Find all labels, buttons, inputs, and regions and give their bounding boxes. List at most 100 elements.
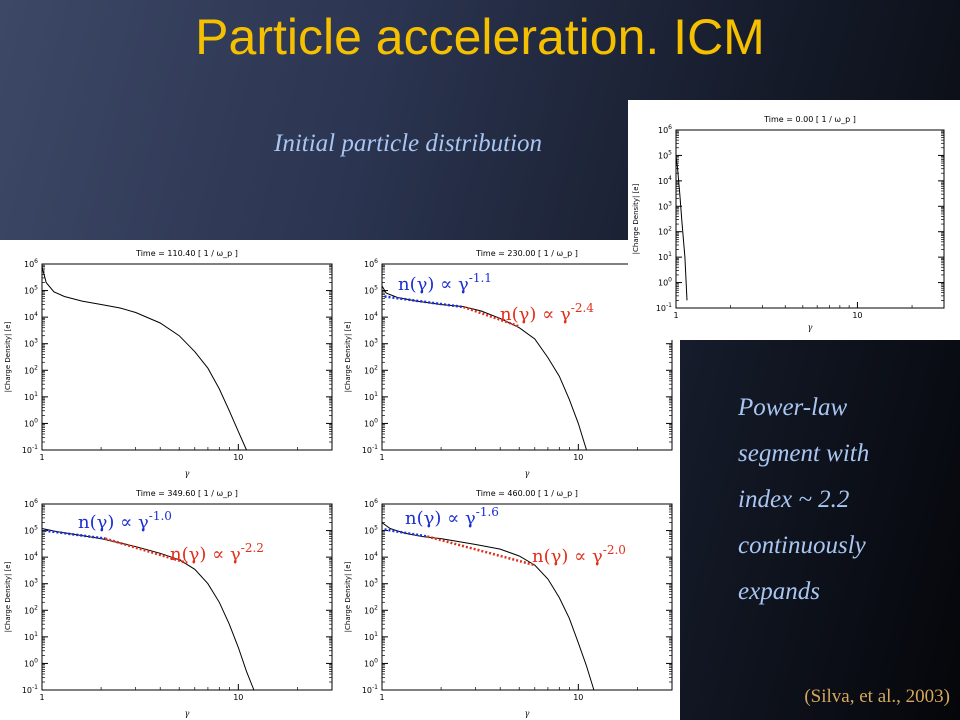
y-tick-label: 103 [364, 578, 378, 589]
plot-panel-t460: Time = 460.00 [ 1 / ω_p ] 10-1 100 101 102 10… [340, 480, 680, 720]
chart-title: Time = 110.40 [ 1 / ω_p ] [135, 249, 238, 258]
y-tick-label: 102 [364, 364, 378, 375]
plot-panel-t110: Time = 110.40 [ 1 / ω_p ] 10-1 100 101 102 10… [0, 240, 340, 480]
y-axis-label: |Charge Density| [e] [4, 321, 12, 392]
x-tick-label: 10 [233, 693, 243, 702]
y-tick-label: 102 [364, 604, 378, 615]
fit-line-high [426, 535, 536, 567]
caption-line: continuously [738, 532, 866, 559]
y-tick-label: 105 [24, 285, 38, 296]
y-axis-label: |Charge Density| [e] [632, 183, 640, 254]
y-tick-label: 106 [24, 498, 38, 509]
y-tick-label: 106 [364, 498, 378, 509]
y-tick-label: 10-1 [656, 302, 672, 313]
fit-label-low: n(γ) ∝ γ-1.6 [405, 505, 499, 529]
x-tick-label: 10 [233, 453, 243, 462]
fit-label-low: n(γ) ∝ γ-1.1 [398, 271, 492, 295]
x-tick-label: 1 [39, 453, 44, 462]
plot-frame [41, 503, 333, 691]
slide-title: Particle acceleration. ICM [195, 9, 765, 65]
y-tick-label: 101 [24, 631, 38, 642]
caption-line: Power-law [738, 394, 848, 421]
plot-panel-t349: Time = 349.60 [ 1 / ω_p ] 10-1 100 101 102 10… [0, 480, 340, 720]
chart-title: Time = 460.00 [ 1 / ω_p ] [475, 489, 578, 498]
y-tick-label: 100 [24, 657, 38, 668]
series-line [675, 155, 688, 301]
y-tick-label: 104 [364, 311, 378, 322]
y-tick-label: 10-1 [362, 444, 378, 455]
x-axis-label: γ [525, 709, 530, 718]
chart-title: Time = 0.00 [ 1 / ω_p ] [763, 115, 856, 124]
chart-title: Time = 230.00 [ 1 / ω_p ] [475, 249, 578, 258]
y-tick-label: 105 [24, 525, 38, 536]
y-tick-label: 101 [364, 631, 378, 642]
caption-line: segment with [738, 440, 870, 467]
y-tick-label: 104 [24, 551, 38, 562]
fit-label-low: n(γ) ∝ γ-1.0 [78, 509, 172, 533]
caption-powerlaw: Power-law segment with index ~ 2.2 conti… [738, 385, 869, 615]
y-tick-label: 103 [24, 338, 38, 349]
chart-t110: Time = 110.40 [ 1 / ω_p ]10-110010110210… [4, 249, 333, 478]
y-tick-label: 10-1 [22, 684, 38, 695]
series-line [381, 522, 595, 691]
y-tick-label: 102 [24, 604, 38, 615]
y-tick-label: 10-1 [362, 684, 378, 695]
y-tick-label: 100 [24, 417, 38, 428]
x-tick-label: 10 [573, 453, 583, 462]
fit-line-high [463, 305, 520, 328]
y-tick-label: 102 [24, 364, 38, 375]
plot-frame [381, 503, 673, 691]
chart-initial: Time = 0.00 [ 1 / ω_p ]10-11001011021031… [632, 115, 945, 332]
series-line [381, 285, 587, 451]
y-tick-label: 104 [364, 551, 378, 562]
y-tick-label: 102 [658, 226, 672, 237]
y-axis-label: |Charge Density| [e] [344, 321, 352, 392]
y-tick-label: 106 [658, 124, 672, 135]
x-tick-label: 1 [379, 693, 384, 702]
plot-frame [41, 263, 333, 451]
x-tick-label: 10 [573, 693, 583, 702]
y-tick-label: 103 [364, 338, 378, 349]
x-axis-label: γ [808, 323, 813, 332]
caption-line: expands [738, 578, 820, 605]
y-tick-label: 103 [658, 200, 672, 211]
fit-label-high: n(γ) ∝ γ-2.0 [532, 543, 626, 567]
plot-frame [381, 263, 673, 451]
y-tick-label: 104 [658, 175, 672, 186]
y-tick-label: 101 [364, 391, 378, 402]
y-tick-label: 100 [364, 417, 378, 428]
inset-plot-initial: Time = 0.00 [ 1 / ω_p ] 10-1 100 101 102 103 1… [628, 100, 960, 340]
x-tick-label: 1 [673, 311, 678, 320]
y-tick-label: 105 [364, 525, 378, 536]
x-axis-label: γ [185, 469, 190, 478]
chart-t460: Time = 460.00 [ 1 / ω_p ]10-110010110210… [344, 489, 673, 718]
fit-line-low [384, 528, 428, 538]
x-tick-label: 1 [379, 453, 384, 462]
x-axis-label: γ [525, 469, 530, 478]
y-tick-label: 10-1 [22, 444, 38, 455]
y-tick-label: 100 [658, 277, 672, 288]
series-line [41, 266, 247, 451]
y-axis-label: |Charge Density| [e] [4, 561, 12, 632]
y-tick-label: 105 [658, 149, 672, 160]
chart-title: Time = 349.60 [ 1 / ω_p ] [135, 489, 238, 498]
plot-frame [675, 129, 945, 309]
y-axis-label: |Charge Density| [e] [344, 561, 352, 632]
fit-line-low [384, 295, 464, 309]
y-tick-label: 100 [364, 657, 378, 668]
caption-line: index ~ 2.2 [738, 486, 850, 513]
x-tick-label: 1 [39, 693, 44, 702]
citation: (Silva, et al., 2003) [804, 686, 950, 707]
y-tick-label: 101 [658, 251, 672, 262]
x-axis-label: γ [185, 709, 190, 718]
y-tick-label: 104 [24, 311, 38, 322]
fit-label-high: n(γ) ∝ γ-2.4 [500, 301, 594, 325]
fit-label-high: n(γ) ∝ γ-2.2 [170, 541, 264, 565]
chart-t349: Time = 349.60 [ 1 / ω_p ]10-110010110210… [4, 489, 333, 718]
y-tick-label: 105 [364, 285, 378, 296]
y-tick-label: 101 [24, 391, 38, 402]
x-tick-label: 10 [852, 311, 862, 320]
y-tick-label: 106 [24, 258, 38, 269]
y-tick-label: 103 [24, 578, 38, 589]
y-tick-label: 106 [364, 258, 378, 269]
